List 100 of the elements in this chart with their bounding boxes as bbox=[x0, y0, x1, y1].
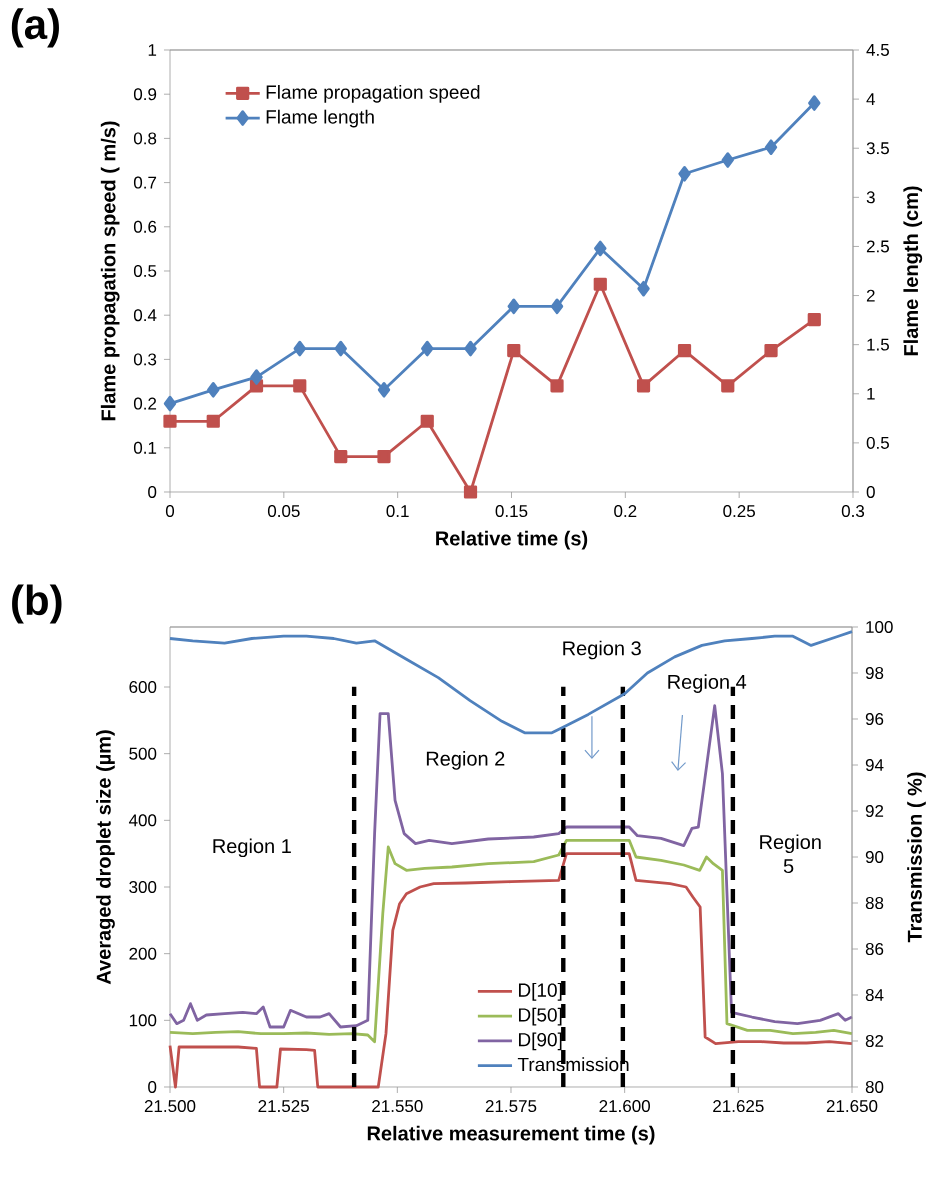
y-tick-label: 200 bbox=[129, 947, 157, 960]
x-tick-label: 0.2 bbox=[614, 505, 637, 518]
point bbox=[764, 139, 778, 156]
point bbox=[594, 240, 607, 257]
y2-tick-label: 1 bbox=[867, 387, 875, 400]
y2-tick-label: 0 bbox=[866, 485, 875, 498]
x-tick-label: 21.500 bbox=[144, 1100, 196, 1113]
text: (a) bbox=[11, 8, 59, 48]
y-tick-label: 0 bbox=[148, 485, 157, 498]
point bbox=[334, 450, 348, 464]
point bbox=[507, 343, 521, 358]
y2-tick-label: 88 bbox=[865, 896, 884, 910]
y-tick-label: 0 bbox=[148, 1080, 157, 1094]
point bbox=[421, 340, 434, 357]
point bbox=[334, 340, 347, 357]
point bbox=[677, 343, 692, 358]
point bbox=[377, 450, 391, 464]
y-tick-label: 0.8 bbox=[133, 132, 157, 145]
y2-tick-label: 98 bbox=[865, 666, 884, 680]
x-tick-label: 21.650 bbox=[826, 1100, 878, 1113]
point bbox=[550, 379, 564, 393]
point bbox=[721, 152, 734, 168]
point bbox=[764, 343, 778, 358]
x-tick-label: 0.3 bbox=[841, 505, 865, 518]
y2-tick-label: 80 bbox=[865, 1080, 884, 1094]
x-tick-label: 0.05 bbox=[267, 505, 300, 518]
x-axis-title: Relative measurement time (s) bbox=[367, 1125, 655, 1145]
y2-tick-label: 1.5 bbox=[867, 338, 889, 351]
y-axis-title: Averaged droplet size (µm) bbox=[96, 730, 115, 985]
point bbox=[206, 414, 220, 428]
annotation: Region 5 bbox=[760, 834, 821, 874]
y2-tick-label: 3.5 bbox=[866, 142, 889, 155]
line-series bbox=[168, 630, 854, 735]
y-axis-title: Flame propagation speed ( m/s) bbox=[100, 121, 120, 421]
x-tick-label: 21.525 bbox=[258, 1100, 309, 1113]
point bbox=[463, 485, 478, 499]
y-tick-label: 0.7 bbox=[133, 176, 157, 189]
point bbox=[420, 414, 434, 428]
legend-label: Transmission bbox=[517, 1057, 629, 1072]
y-tick-label: 0.4 bbox=[133, 309, 157, 322]
y2-tick-label: 3 bbox=[866, 191, 875, 204]
y2-tick-label: 82 bbox=[865, 1034, 884, 1048]
legend-label: D[90] bbox=[518, 1032, 562, 1051]
y-tick-label: 0.5 bbox=[133, 264, 157, 278]
point bbox=[637, 280, 650, 297]
point bbox=[377, 382, 391, 398]
y-tick-label: 0.6 bbox=[133, 220, 157, 233]
y2-tick-label: 4.5 bbox=[866, 44, 889, 56]
point bbox=[507, 298, 520, 315]
point bbox=[808, 95, 821, 111]
point bbox=[550, 298, 564, 315]
x-tick-label: 0 bbox=[165, 505, 175, 518]
y-tick-label: 400 bbox=[128, 814, 157, 827]
y2-axis-title: Flame length (cm) bbox=[903, 186, 923, 356]
annotation: Region 1 bbox=[213, 838, 291, 858]
y2-axis-title: Transmission ( %) bbox=[907, 772, 926, 943]
y2-tick-label: 84 bbox=[865, 988, 884, 1002]
x-tick-label: 0.1 bbox=[386, 505, 409, 518]
y-tick-label: 300 bbox=[129, 881, 157, 894]
x-tick-label: 21.575 bbox=[485, 1100, 537, 1113]
y-tick-label: 500 bbox=[129, 747, 157, 760]
point bbox=[293, 340, 306, 357]
legend-label: Flame length bbox=[266, 109, 374, 128]
y2-tick-label: 2.5 bbox=[866, 240, 889, 253]
y2-tick-label: 92 bbox=[865, 804, 884, 818]
annotation: Region 4 bbox=[668, 674, 747, 693]
legend-label: Flame propagation speed bbox=[266, 84, 480, 103]
y-tick-label: 0.2 bbox=[133, 397, 157, 410]
y-tick-label: 600 bbox=[129, 681, 157, 694]
y2-tick-label: 96 bbox=[865, 712, 884, 726]
x-tick-label: 0.15 bbox=[495, 505, 528, 518]
y-tick-label: 0.1 bbox=[133, 441, 157, 454]
point bbox=[593, 277, 607, 291]
point bbox=[207, 382, 220, 398]
x-tick-label: 21.600 bbox=[599, 1100, 650, 1113]
y2-tick-label: 90 bbox=[865, 850, 884, 864]
y-tick-label: 0.3 bbox=[133, 353, 157, 366]
point bbox=[464, 340, 477, 357]
point bbox=[636, 379, 651, 393]
y2-tick-label: 100 bbox=[866, 620, 893, 634]
y2-tick-label: 4 bbox=[866, 93, 876, 105]
point bbox=[807, 313, 821, 327]
x-tick-label: 0.25 bbox=[723, 505, 755, 518]
y-tick-label: 100 bbox=[129, 1014, 157, 1027]
y2-tick-label: 94 bbox=[865, 758, 884, 772]
point bbox=[293, 379, 307, 393]
annotation: Region 2 bbox=[426, 751, 505, 770]
legend-label: D[10] bbox=[518, 982, 562, 1001]
y2-tick-label: 0.5 bbox=[866, 436, 889, 449]
x-axis-title: Relative time (s) bbox=[436, 530, 588, 550]
legend-label: D[50] bbox=[518, 1007, 562, 1026]
point bbox=[721, 379, 735, 393]
point bbox=[163, 414, 177, 428]
x-tick-label: 21.550 bbox=[372, 1100, 423, 1113]
point bbox=[163, 395, 177, 412]
text: (b) bbox=[12, 584, 62, 624]
y-tick-label: 0.9 bbox=[133, 88, 157, 101]
y2-tick-label: 2 bbox=[866, 289, 875, 302]
y-tick-label: 1 bbox=[148, 44, 157, 56]
annotation: Region 3 bbox=[563, 640, 641, 660]
